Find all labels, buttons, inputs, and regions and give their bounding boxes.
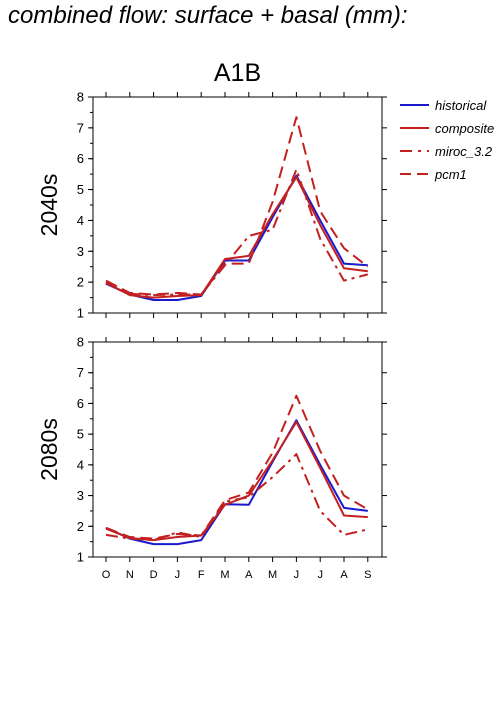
y-tick-label: 8 (77, 90, 84, 105)
y-axis-label: 2080s (36, 418, 62, 481)
y-tick-label: 5 (77, 182, 84, 197)
y-tick-label: 8 (77, 335, 84, 350)
legend-label: composite (435, 121, 494, 136)
plot-frame (92, 341, 383, 558)
series-line-composite (105, 176, 368, 299)
page-title: combined flow: surface + basal (mm): (8, 2, 408, 29)
y-tick-label: 3 (77, 488, 84, 503)
legend-label: pcm1 (434, 167, 467, 182)
series-line-pcm1 (105, 116, 369, 296)
series-line-miroc-3-2 (105, 168, 369, 297)
series-line-miroc-3-2 (105, 453, 369, 542)
y-tick-label: 1 (77, 550, 84, 565)
series-line-historical (105, 174, 368, 301)
legend-label: miroc_3.2 (435, 144, 493, 159)
y-tick-label: 3 (77, 244, 84, 259)
x-tick-label: D (150, 569, 158, 581)
series-line-historical (105, 419, 368, 546)
y-tick-label: 1 (77, 306, 84, 321)
series-line-pcm1 (105, 394, 369, 540)
x-tick-label: A (340, 569, 348, 581)
x-tick-label: N (126, 569, 134, 581)
x-tick-label: J (175, 569, 181, 581)
y-tick-label: 2 (77, 275, 84, 290)
y-tick-label: 7 (77, 120, 84, 135)
y-axis-label: 2040s (36, 174, 62, 237)
x-tick-label: J (294, 569, 300, 581)
panel-title: A1B (214, 59, 261, 87)
x-tick-label: F (198, 569, 205, 581)
y-tick-label: 7 (77, 365, 84, 380)
x-tick-label: S (364, 569, 371, 581)
legend-label: historical (435, 98, 487, 113)
y-tick-label: 4 (77, 457, 84, 472)
x-tick-label: O (102, 569, 111, 581)
y-tick-label: 5 (77, 427, 84, 442)
x-tick-label: A (245, 569, 253, 581)
y-tick-label: 2 (77, 519, 84, 534)
y-tick-label: 4 (77, 213, 84, 228)
plot-frame (92, 96, 383, 314)
y-tick-label: 6 (77, 396, 84, 411)
x-tick-label: M (268, 569, 277, 581)
y-tick-label: 6 (77, 151, 84, 166)
x-tick-label: M (220, 569, 229, 581)
x-tick-label: J (317, 569, 323, 581)
